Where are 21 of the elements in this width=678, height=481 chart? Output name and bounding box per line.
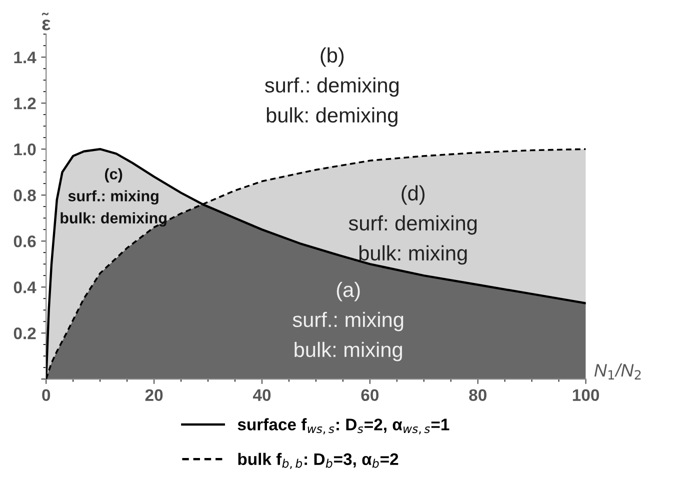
x-tick-label: 40 — [252, 389, 271, 401]
annotation: (b) surf.: demixing bulk: demixing — [264, 47, 399, 127]
annotation: (a) surf.: mixing bulk: mixing — [292, 282, 404, 362]
y-tick-label: 0.6 — [14, 235, 36, 248]
annotation: (c) surf.: mixing bulk: demixing — [60, 168, 166, 227]
y-tick-label: 0.8 — [14, 189, 36, 202]
y-tick-label: 0.4 — [14, 281, 36, 294]
legend-label: surface f$_{ws,s}$: D$_{s}$=2, α$_{ws,s}$=1 — [238, 418, 450, 434]
x-tick-label: 80 — [469, 389, 486, 401]
x-tick-label: 0 — [42, 389, 50, 401]
annotation: (d) surf: demixing bulk: mixing — [348, 185, 477, 265]
x-tick-label: 60 — [361, 389, 379, 401]
legend-label: bulk f$_{b,b}$: D$_{b}$=3, α$_{b}$=2 — [238, 452, 398, 470]
x-axis-title: N$_{1}$/N$_{2}$ — [594, 363, 641, 380]
y-axis-title: ε̃ — [42, 12, 50, 30]
x-tick-label: 20 — [145, 389, 163, 401]
y-tick-label: 1.2 — [14, 98, 36, 110]
y-tick-label: 0.2 — [14, 327, 36, 340]
y-tick-label: 1.4 — [14, 52, 36, 64]
x-tick-label: 100 — [572, 389, 600, 401]
y-tick-label: 1.0 — [14, 144, 36, 156]
